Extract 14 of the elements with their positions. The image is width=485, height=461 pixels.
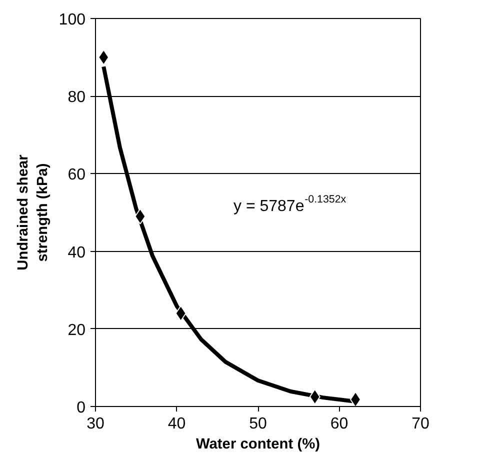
x-tick-label: 50 — [249, 416, 267, 432]
x-tick-label: 30 — [86, 416, 104, 432]
y-tick-label: 80 — [68, 89, 86, 106]
x-axis-title: Water content (%) — [196, 436, 320, 452]
y-tick-label: 20 — [68, 322, 86, 339]
x-tick-label: 40 — [168, 416, 186, 432]
point — [350, 392, 361, 406]
y-tick-label: 100 — [58, 12, 86, 28]
x-tick-label: 70 — [412, 416, 430, 432]
y-tick-label: 0 — [76, 400, 86, 416]
y-axis-title: Undrained shear strength (kPa) — [16, 154, 51, 270]
x-tick-label: 60 — [330, 416, 348, 432]
y-tick-label: 40 — [68, 244, 86, 262]
y-tick-label: 60 — [68, 166, 86, 184]
